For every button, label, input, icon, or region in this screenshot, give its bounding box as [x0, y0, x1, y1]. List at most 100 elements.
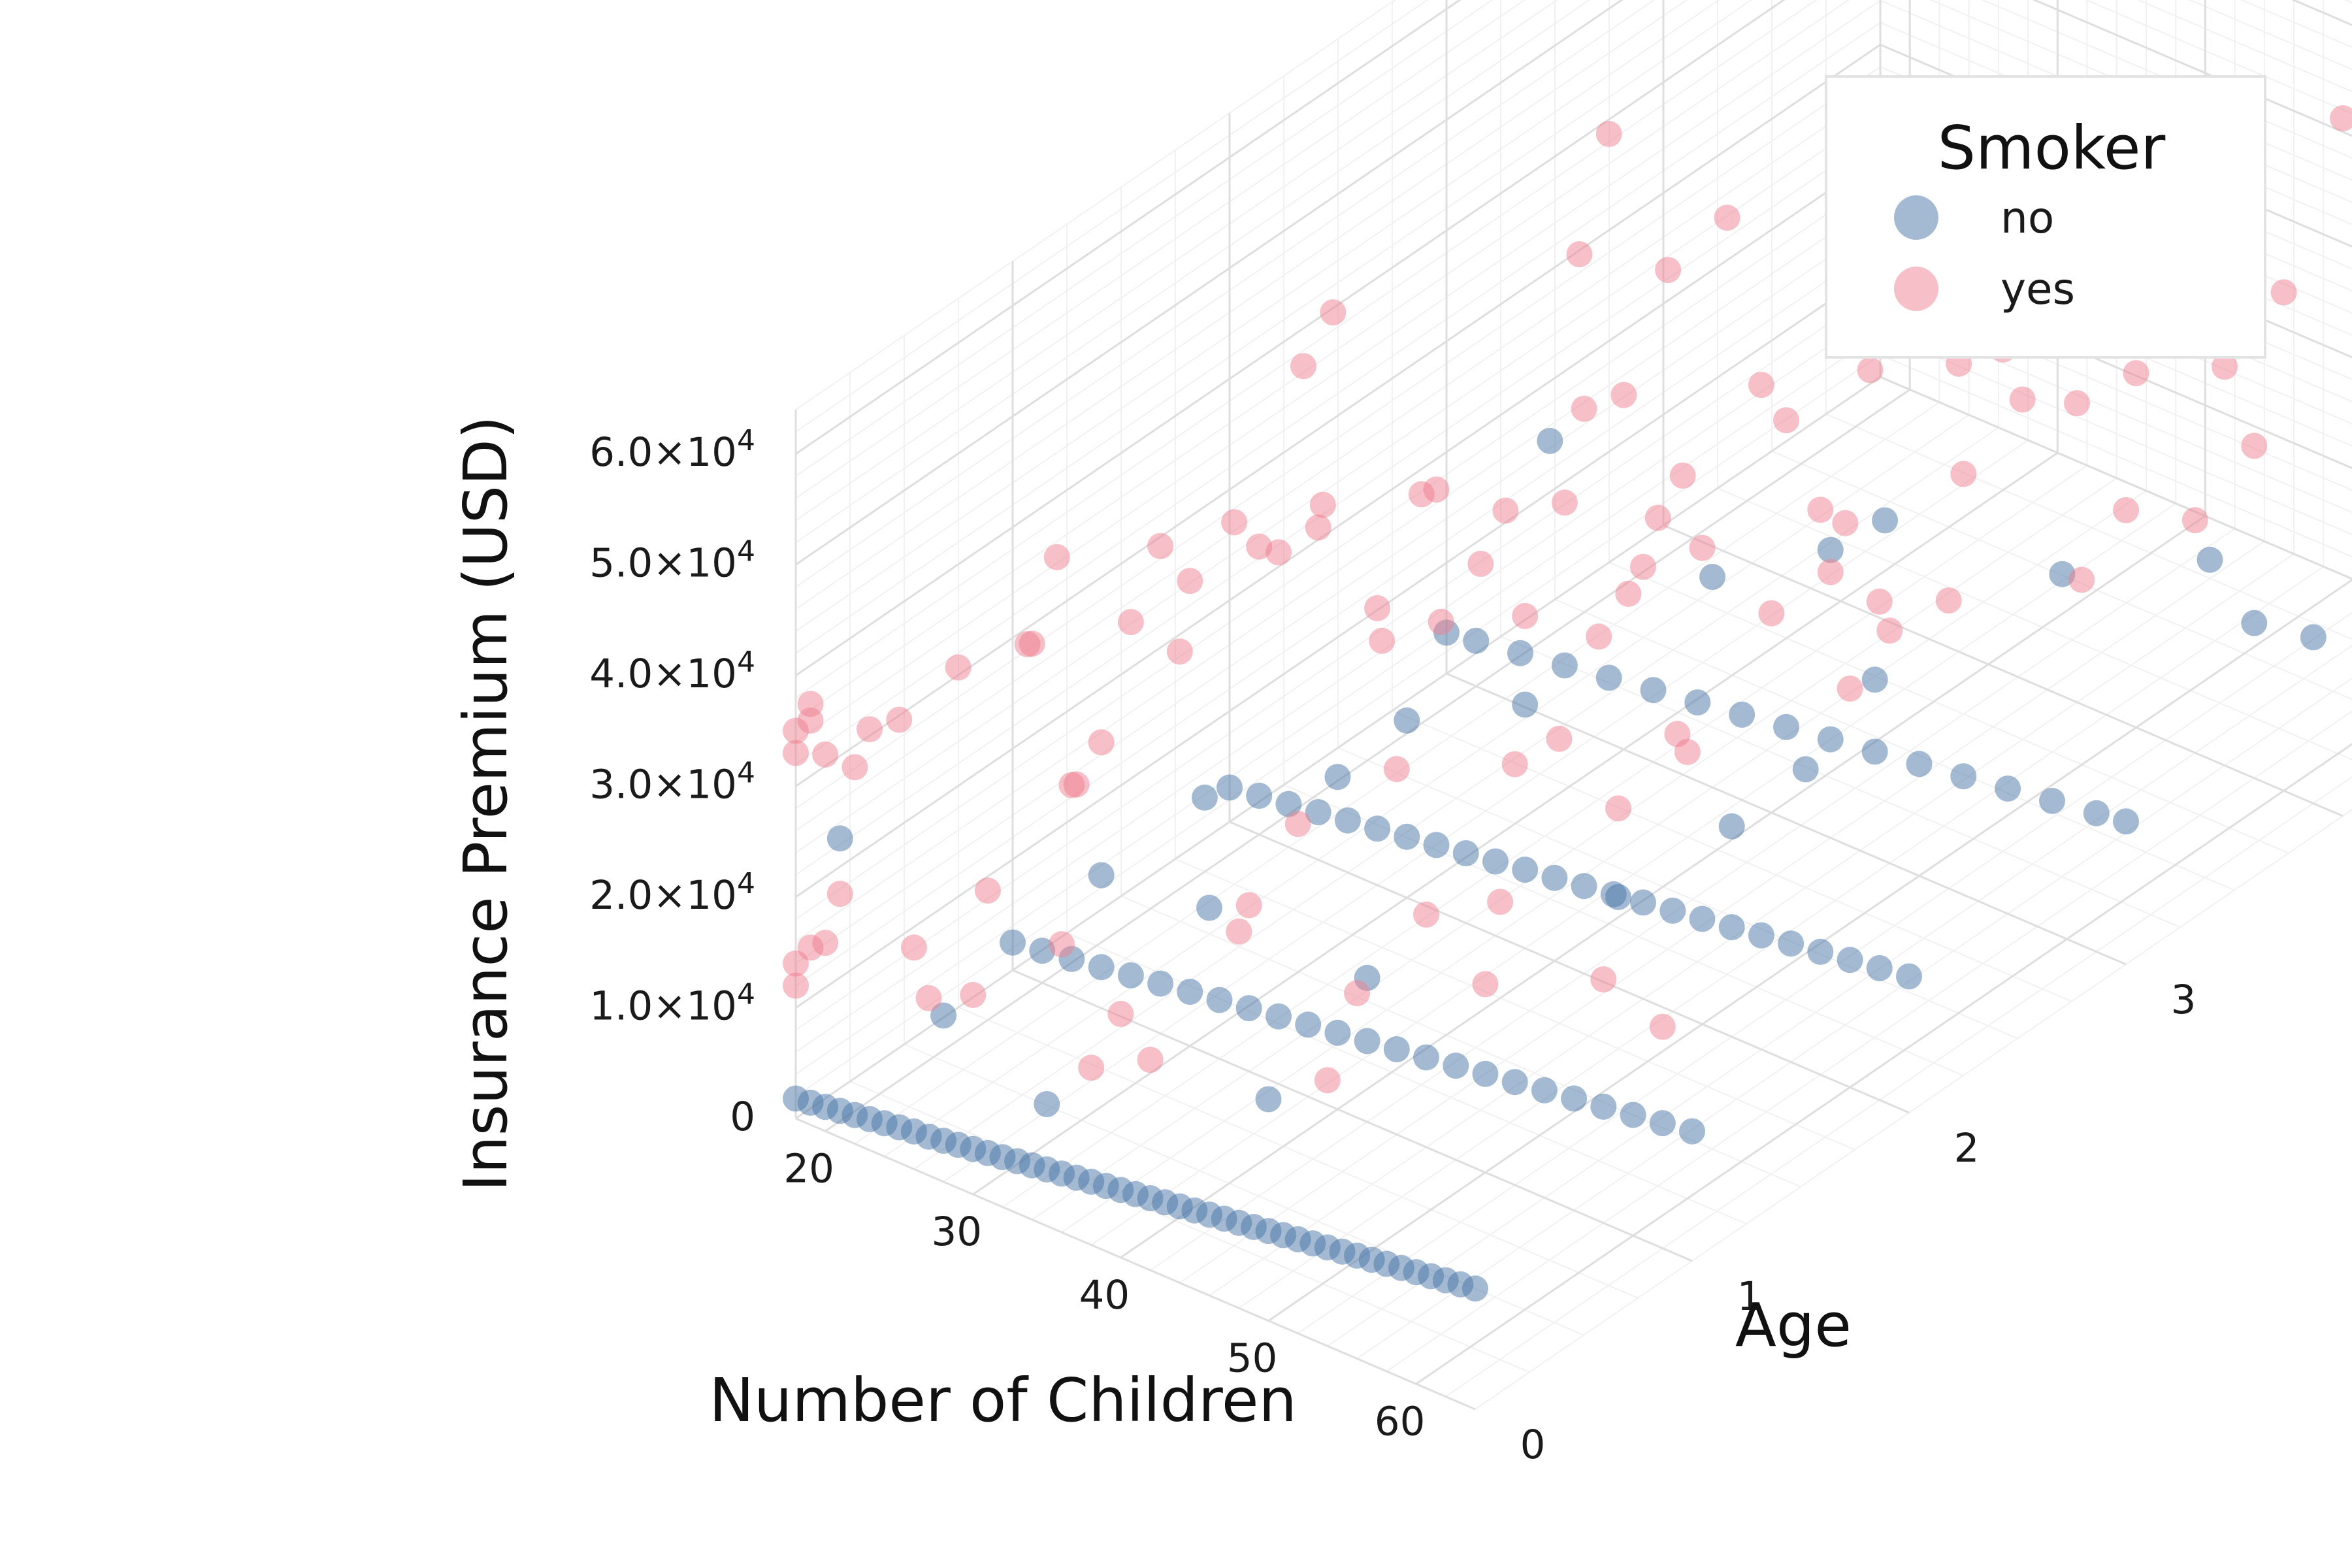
data-point-no — [1729, 701, 1756, 728]
data-point-no — [2039, 787, 2065, 814]
legend-label-no: no — [2001, 193, 2054, 243]
data-point-no — [1364, 815, 1391, 842]
z-axis-title: Insurance Premium (USD) — [451, 416, 521, 1192]
grid-line-major — [825, 389, 1911, 1132]
data-point-no — [1659, 897, 1686, 924]
z-tick-label: 3.0×104 — [589, 756, 755, 808]
data-point-yes — [1246, 533, 1273, 560]
grid-line — [795, 0, 1688, 610]
grid-line — [795, 199, 1881, 942]
data-point-no — [2083, 800, 2110, 826]
z-tick-label: 1.0×104 — [589, 978, 755, 1030]
x-tick-label: 60 — [1375, 1398, 1426, 1445]
data-point-yes — [1467, 551, 1494, 577]
data-point-no — [1088, 954, 1115, 981]
data-point-yes — [1320, 299, 1347, 326]
data-point-no — [1206, 987, 1233, 1013]
data-point-yes — [1166, 638, 1193, 665]
data-point-no — [1718, 914, 1745, 941]
data-point-yes — [1586, 623, 1612, 650]
data-point-yes — [2212, 353, 2238, 380]
data-point-yes — [2064, 390, 2090, 417]
ticks-layer: 203040506001234501.0×1042.0×1043.0×1044.… — [589, 424, 2197, 1468]
data-point-no — [1383, 1036, 1410, 1062]
data-point-yes — [1284, 811, 1311, 838]
data-point-no — [1217, 774, 1243, 801]
data-point-yes — [1492, 497, 1519, 524]
data-point-yes — [1137, 1047, 1164, 1073]
data-point-no — [1246, 783, 1273, 809]
data-point-yes — [2123, 360, 2149, 387]
grid-line — [795, 0, 1881, 743]
grid-line — [795, 0, 1753, 654]
grid-line — [1475, 809, 2352, 1410]
data-point-no — [1305, 799, 1331, 826]
data-point-yes — [1049, 931, 1075, 958]
data-point-no — [1512, 691, 1539, 718]
data-point-yes — [1290, 353, 1316, 380]
grid-line-major — [1415, 743, 2352, 1385]
grid-line — [795, 354, 1881, 1097]
x-tick-label: 40 — [1079, 1272, 1130, 1318]
data-point-no — [1413, 1044, 1439, 1071]
grid-line-major — [795, 154, 1881, 898]
data-point-yes — [1408, 481, 1435, 508]
grid-line-major — [1229, 821, 1910, 1114]
grid-line — [1066, 932, 1747, 1225]
data-point-yes — [1630, 553, 1656, 580]
data-point-yes — [1857, 357, 1884, 384]
data-point-yes — [2068, 566, 2095, 593]
data-point-yes — [826, 881, 853, 907]
grid-line — [795, 0, 1429, 433]
data-point-yes — [1107, 1000, 1134, 1027]
data-point-yes — [1817, 559, 1844, 585]
data-point-no — [1778, 930, 1805, 957]
data-point-yes — [1305, 514, 1331, 541]
data-point-yes — [1748, 372, 1774, 399]
legend-marker-yes — [1894, 267, 1938, 311]
data-point-no — [1861, 738, 1888, 765]
grid-line-major — [795, 0, 1624, 566]
grid-line — [1337, 747, 2018, 1039]
grid-line — [1356, 678, 2352, 1360]
data-point-no — [1551, 652, 1578, 679]
data-point-no — [2113, 808, 2139, 835]
data-point-yes — [1605, 795, 1631, 822]
data-point-yes — [783, 972, 809, 999]
data-point-no — [1501, 1069, 1528, 1096]
data-point-yes — [1088, 729, 1115, 756]
data-point-yes — [1714, 204, 1740, 231]
data-point-no — [1147, 970, 1174, 997]
grid-line-major — [795, 44, 1881, 787]
data-point-no — [1255, 1086, 1282, 1113]
data-point-yes — [1935, 587, 1962, 614]
data-point-no — [1472, 1060, 1499, 1087]
grid-line — [795, 243, 1881, 987]
grid-line — [795, 221, 1881, 964]
data-point-no — [1275, 791, 1302, 817]
data-point-no — [1817, 536, 1844, 563]
data-point-yes — [1758, 600, 1785, 627]
data-point-no — [1718, 813, 1745, 840]
z-tick-label: 5.0×104 — [589, 534, 755, 586]
data-point-yes — [1595, 121, 1622, 147]
data-point-no — [1773, 713, 1799, 740]
x-tick-label: 30 — [931, 1209, 982, 1255]
data-point-no — [1595, 664, 1622, 691]
grid-line — [2136, 0, 2352, 93]
y-tick-label: 3 — [2171, 977, 2197, 1023]
y-tick-label: 0 — [1520, 1422, 1546, 1468]
grid-line — [795, 110, 1881, 853]
data-point-yes — [900, 934, 927, 961]
data-point-yes — [1571, 395, 1597, 422]
data-point-yes — [1512, 602, 1539, 629]
x-tick-label: 50 — [1227, 1335, 1278, 1382]
data-point-yes — [1866, 588, 1893, 615]
data-point-yes — [1078, 1054, 1105, 1081]
data-point-no — [1512, 857, 1539, 883]
data-point-yes — [1837, 676, 1863, 702]
data-point-yes — [1369, 627, 1396, 654]
data-point-no — [2300, 624, 2327, 651]
data-point-yes — [1501, 751, 1528, 777]
grid-line-major — [1446, 672, 2127, 966]
